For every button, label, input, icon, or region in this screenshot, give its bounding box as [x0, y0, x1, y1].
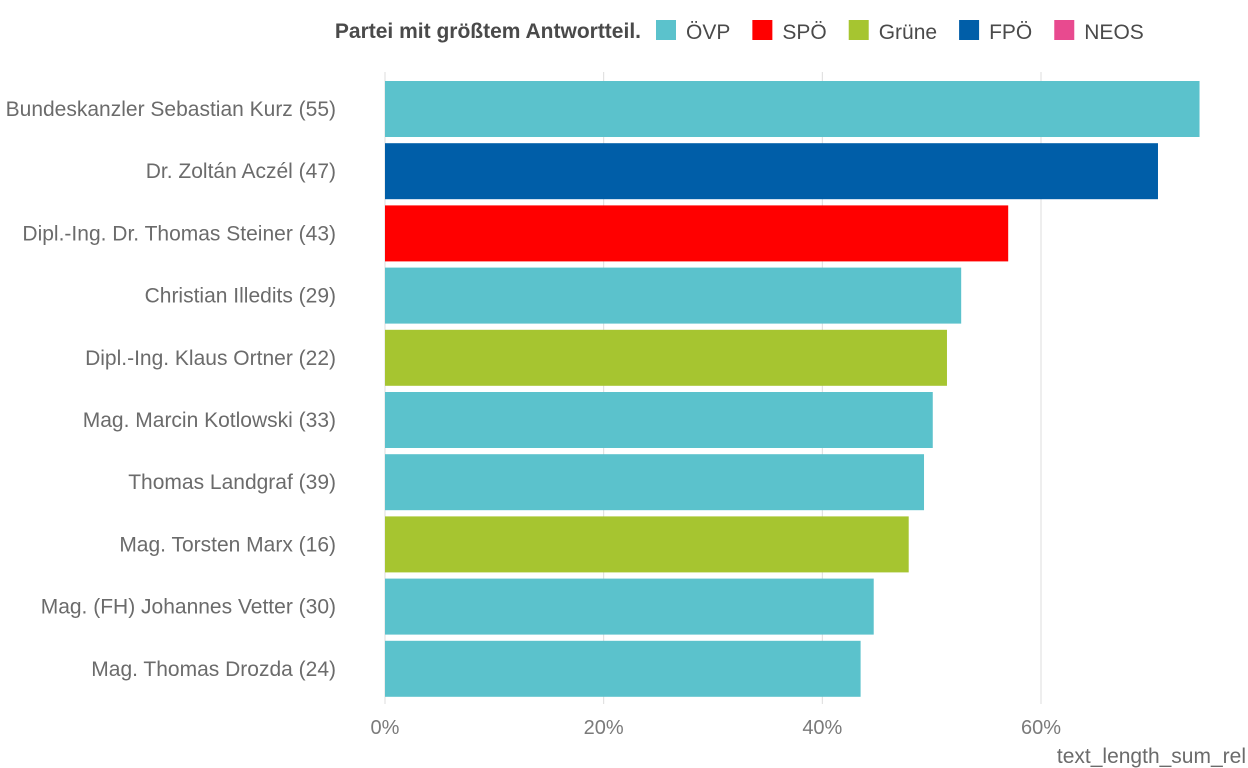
category-label: Mag. Marcin Kotlowski (33): [83, 409, 336, 432]
category-label: Mag. (FH) Johannes Vetter (30): [41, 596, 336, 619]
category-label: Bundeskanzler Sebastian Kurz (55): [6, 98, 336, 121]
legend-swatch: [656, 20, 676, 40]
bar: [385, 143, 1158, 200]
legend-swatch: [1054, 20, 1075, 40]
legend-swatch: [959, 20, 980, 40]
x-tick-label: 0%: [371, 717, 400, 739]
category-label: Mag. Torsten Marx (16): [119, 533, 336, 556]
x-tick-labels: 0% 20% 40% 60%: [371, 717, 1062, 739]
bar: [385, 578, 874, 635]
legend-swatch: [752, 20, 773, 40]
x-tick-label: 20%: [584, 717, 624, 739]
legend-label: SPÖ: [782, 21, 826, 44]
legend: Partei mit größtem Antwortteil. ÖVP SPÖ Gr…: [335, 20, 1144, 44]
legend-swatch: [848, 20, 869, 40]
bars: [385, 81, 1200, 697]
x-tick-label: 40%: [802, 717, 842, 739]
category-label: Dr. Zoltán Aczél (47): [146, 160, 336, 183]
bar: [385, 205, 1009, 262]
x-tick-label: 60%: [1021, 717, 1061, 739]
bar: [385, 329, 947, 386]
legend-title: Partei mit größtem Antwortteil.: [335, 20, 641, 43]
category-label: Thomas Landgraf (39): [128, 471, 336, 494]
legend-label: ÖVP: [686, 21, 730, 44]
legend-label: FPÖ: [989, 21, 1032, 44]
x-axis-title: text_length_sum_rel: [1057, 745, 1246, 768]
bar: [385, 81, 1200, 137]
category-label: Dipl.-Ing. Dr. Thomas Steiner (43): [22, 222, 336, 245]
category-label: Christian Illedits (29): [145, 285, 336, 308]
legend-label: Grüne: [879, 21, 937, 44]
bar: [385, 454, 925, 511]
legend-label: NEOS: [1084, 21, 1144, 44]
category-label: Dipl.-Ing. Klaus Ortner (22): [85, 347, 336, 370]
bar: [385, 267, 962, 324]
bar: [385, 392, 933, 448]
category-label: Mag. Thomas Drozda (24): [91, 658, 336, 681]
category-labels: Bundeskanzler Sebastian Kurz (55) Dr. Zol…: [6, 98, 336, 681]
bar: [385, 516, 909, 573]
bar: [385, 640, 861, 697]
